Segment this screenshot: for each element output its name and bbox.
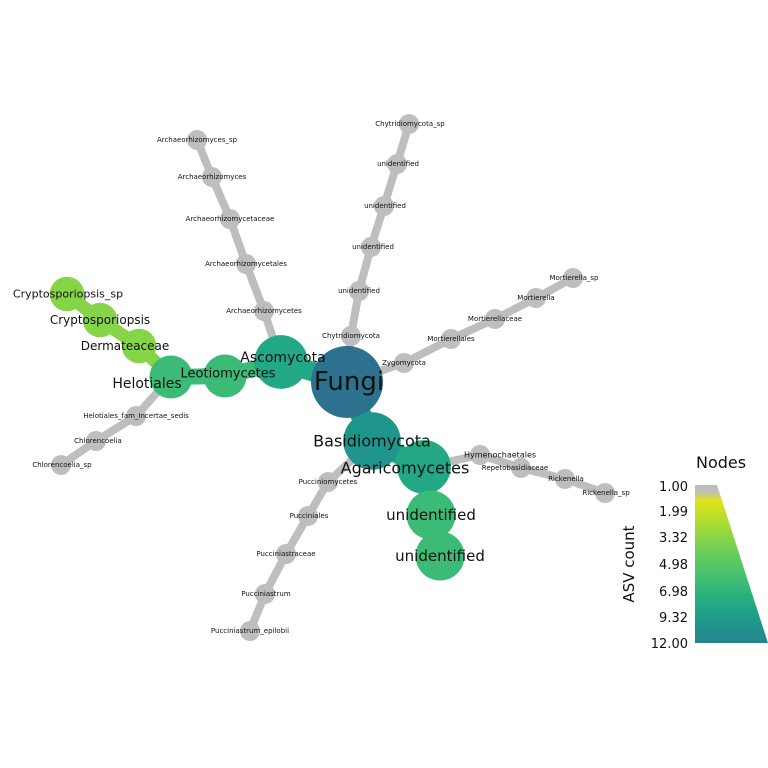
node-repetobasidiaceae [511,458,531,478]
node-cryptosporiopsis_sp [49,276,85,312]
legend-ticks: 1.00 1.99 3.32 4.98 6.98 9.32 12.00 [651,480,688,652]
legend-tick: 9.32 [659,611,688,626]
node-dermateaceae [121,328,157,364]
node-label-helotiales: Helotiales [112,376,181,392]
nodes-layer [49,114,615,641]
node-label-leotiomycetes: Leotiomycetes [181,367,276,382]
node-label-basidiomycota: Basidiomycota [313,432,431,451]
legend-tick: 1.99 [659,505,688,520]
node-label-pucciniomycetes: Pucciniomycetes [299,478,358,486]
node-pucciniomycetes [318,472,338,492]
node-helotiales_fam [126,406,146,426]
node-label-archaeorhizomycetales: Archaeorhizomycetales [205,260,287,268]
node-rickenella_sp [595,483,615,503]
node-agar_u2 [415,531,465,581]
node-label-agar_u1: unidentified [386,506,476,524]
node-pucciniastrum_epilobii [240,621,260,641]
node-mortierellaceae [485,309,505,329]
node-chyt_u1 [349,281,369,301]
node-basidiomycota [343,412,401,470]
legend-tick: 3.32 [659,531,688,546]
node-label-chyt_u3: unidentified [352,243,394,251]
node-chyt_u2 [361,237,381,257]
node-agar_u1 [406,490,456,540]
node-label-chytridiomycota: Chytridiomycota [322,332,380,340]
node-label-rickenella: Rickenella [548,475,584,483]
node-chlorencoelia [86,431,106,451]
node-label-chyt_u2: unidentified [364,202,406,210]
node-archaeorhizomyces_sp [187,130,207,150]
node-chlorencoelia_sp [51,455,71,475]
node-label-cryptosporiopsis: Cryptosporiopsis [50,313,150,327]
node-label-fungi: Fungi [314,367,384,397]
node-label-agaricomycetes: Agaricomycetes [341,459,470,478]
node-label-rickenella_sp: Rickenella_sp [582,489,630,497]
legend-tick: 6.98 [659,585,688,600]
node-cryptosporiopsis [82,302,118,338]
node-chyt_u4 [387,154,407,174]
node-label-zygomycota: Zygomycota [382,359,426,367]
node-leotiomycetes [203,354,247,398]
node-mortierella [526,288,546,308]
node-pucciniastraceae [276,544,296,564]
legend: Nodes ASV count 1.00 1.99 3.32 4.98 6.98… [620,453,768,652]
node-label-mortierella_sp: Mortierella_sp [550,274,600,282]
node-label-mortierellaceae: Mortierellaceae [468,315,522,323]
node-mortierella_sp [563,268,583,288]
node-agaricomycetes [397,440,451,494]
node-label-ascomycota: Ascomycota [240,350,325,366]
node-label-cryptosporiopsis_sp: Cryptosporiopsis_sp [13,288,123,301]
legend-color-wedge [695,485,768,643]
node-archaeorhizomyces [202,167,222,187]
node-archaeorhizomycetes [254,301,274,321]
node-label-repetobasidiaceae: Repetobasidiaceae [482,464,548,472]
node-label-chyt_u1: unidentified [338,287,380,295]
node-label-helotiales_fam: Helotiales_fam_Incertae_sedis [83,412,189,420]
node-label-pucciniastraceae: Pucciniastraceae [256,550,315,558]
node-chytridiomycota_sp [399,114,419,134]
node-fungi [311,346,383,418]
node-archaeorhizomycetales [236,254,256,274]
legend-tick: 12.00 [651,637,688,652]
node-chytridiomycota [341,326,361,346]
node-pucciniastrum [255,584,275,604]
node-label-pucciniastrum_epilobii: Pucciniastrum_epilobii [211,627,289,635]
node-label-pucciniales: Pucciniales [290,512,329,520]
node-mortierellales [441,329,461,349]
node-label-chlorencoelia_sp: Chlorencoelia_sp [32,461,92,469]
node-label-archaeorhizomyces_sp: Archaeorhizomyces_sp [157,136,238,144]
node-zygomycota [394,353,414,373]
legend-tick: 1.00 [659,480,688,495]
legend-axis-label: ASV count [620,525,638,602]
node-pucciniales [298,506,318,526]
node-label-chlorencoelia: Chlorencoelia [74,437,122,445]
node-label-archaeorhizomycetes: Archaeorhizomycetes [226,307,302,315]
node-chyt_u3 [374,196,394,216]
legend-title: Nodes [696,453,746,472]
legend-tick: 4.98 [659,558,688,573]
node-ascomycota [254,335,308,389]
node-label-chytridiomycota_sp: Chytridiomycota_sp [375,120,445,128]
node-label-mortierellales: Mortierellales [427,335,475,343]
node-label-dermateaceae: Dermateaceae [81,339,170,353]
node-label-archaeorhizomycetaceae: Archaeorhizomycetaceae [186,215,275,223]
node-label-pucciniastrum: Pucciniastrum [241,590,291,598]
node-archaeorhizomycetaceae [220,209,240,229]
node-label-archaeorhizomyces: Archaeorhizomyces [178,173,247,181]
node-rickenella [555,469,575,489]
node-label-chyt_u4: unidentified [377,160,419,168]
node-label-hymenochaetales: Hymenochaetales [464,451,536,460]
node-label-agar_u2: unidentified [395,547,485,565]
node-hymenochaetales [470,445,490,465]
node-label-mortierella: Mortierella [517,294,554,302]
node-helotiales [149,355,193,399]
